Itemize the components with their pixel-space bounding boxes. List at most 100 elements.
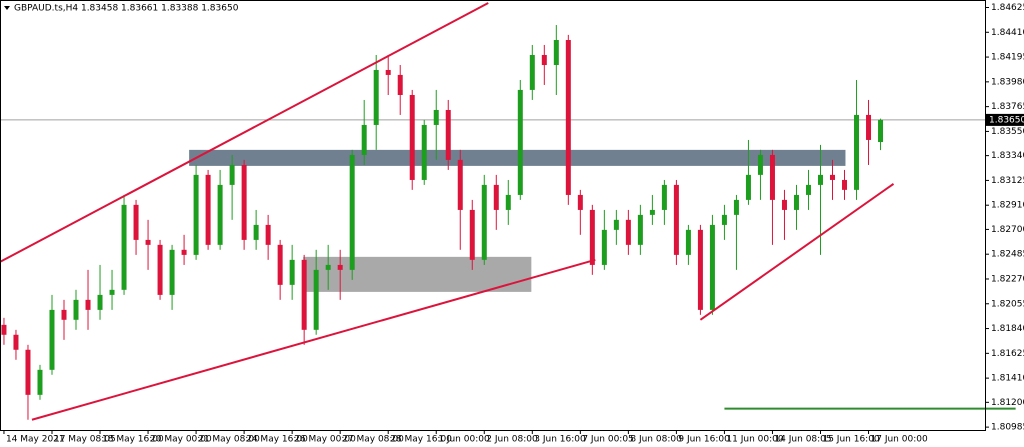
candle-body [337,264,343,270]
candle-body [433,109,439,125]
candle-body [205,174,211,245]
candle-body [493,184,499,210]
candle-body [325,264,331,270]
candle-body [373,69,379,125]
candle-body [637,214,643,245]
y-tick-label: 1.84410 [991,28,1024,38]
x-tick-label: 15 Jun 16:00 [822,435,879,445]
trendline [31,258,596,421]
candle-body [649,209,655,215]
candle-body [481,184,487,260]
x-tick-label: 20 May 00:00 [150,435,212,445]
candle-body [121,204,127,290]
y-tick-label: 1.80985 [991,423,1024,433]
candle-body [289,259,295,285]
x-tick-label: 9 Jun 16:00 [678,435,730,445]
candle-body [805,184,811,195]
candle-body [721,214,727,225]
zone [189,149,846,166]
candle-body [37,369,43,395]
y-tick-label: 1.83340 [991,151,1024,161]
candle-body [13,334,19,350]
candle-body [553,40,559,66]
candle-body [1,324,7,335]
candle-body [361,124,367,155]
candle-body [265,224,271,245]
y-tick-label: 1.82485 [991,250,1024,260]
candle-body [541,54,547,66]
info-text: GBPAUD.ts,H4 1.83458 1.83661 1.83388 1.8… [14,4,239,14]
candle-body [469,209,475,260]
candle-body [397,74,403,95]
candle-body [157,244,163,295]
candle-body [421,124,427,180]
candle-body [757,154,763,175]
y-tick-label: 1.84625 [991,3,1024,13]
candle-body [781,199,787,210]
candle-body [25,349,31,395]
x-tick-label: 24 May 16:00 [246,435,308,445]
candle-body [445,109,451,160]
candle-body [577,194,583,210]
candle-body [385,69,391,75]
x-tick-label: 27 May 08:00 [342,435,404,445]
candle-body [229,164,235,185]
y-tick-label: 1.82055 [991,299,1024,309]
x-tick-label: 7 Jun 00:05 [582,435,633,445]
y-tick-label: 1.82910 [991,201,1024,211]
candle-body [745,174,751,200]
candle-body [85,299,91,310]
candle-body [193,174,199,255]
candle-body [769,154,775,200]
y-tick-label: 1.82700 [991,225,1024,235]
candle-body [565,40,571,195]
x-tick-label: 21 May 08:00 [198,435,260,445]
x-tick-label: 17 Jun 00:00 [871,435,928,445]
candle-body [181,249,187,255]
current-price-label: 1.83650 [989,115,1024,125]
candle-body [697,229,703,310]
candle-body [685,229,691,255]
candle-body [73,299,79,320]
x-tick-label: 14 Jun 08:05 [774,435,831,445]
x-tick-label: 1 Jun 00:00 [438,435,490,445]
candle-body [133,204,139,240]
candle-body [349,154,355,270]
candle-body [517,89,523,195]
x-tick-label: 17 May 08:05 [54,435,116,445]
candle-body [601,229,607,265]
candle-body [661,184,667,210]
candle-body [145,239,151,245]
candle-body [709,224,715,310]
x-tick-label: 14 May 2021 [6,435,65,445]
candle-body [109,289,115,295]
trendline [0,2,489,263]
candle-body [97,294,103,310]
y-tick-label: 1.84195 [991,53,1024,63]
candle-body [589,209,595,265]
candle-body [505,194,511,210]
candle-body [793,194,799,210]
y-tick-label: 1.81840 [991,324,1024,334]
candle-body [854,114,860,190]
candle-body [313,269,319,330]
y-tick-label: 1.83980 [991,77,1024,87]
candle-body [830,174,836,180]
plot-border [0,0,986,431]
candle-body [613,219,619,230]
y-tick-label: 1.82270 [991,274,1024,284]
candle-body [277,244,283,285]
candle-body [241,164,247,240]
zone [303,256,532,292]
current-price-box [986,113,1024,126]
candle-body [61,309,67,320]
y-tick-label: 1.83550 [991,127,1024,137]
candle-body [49,309,55,370]
candle-body [301,259,307,330]
y-tick-label: 1.81625 [991,349,1024,359]
candle-body [866,114,872,140]
dropdown-icon[interactable] [4,6,10,10]
candle-body [817,174,823,185]
